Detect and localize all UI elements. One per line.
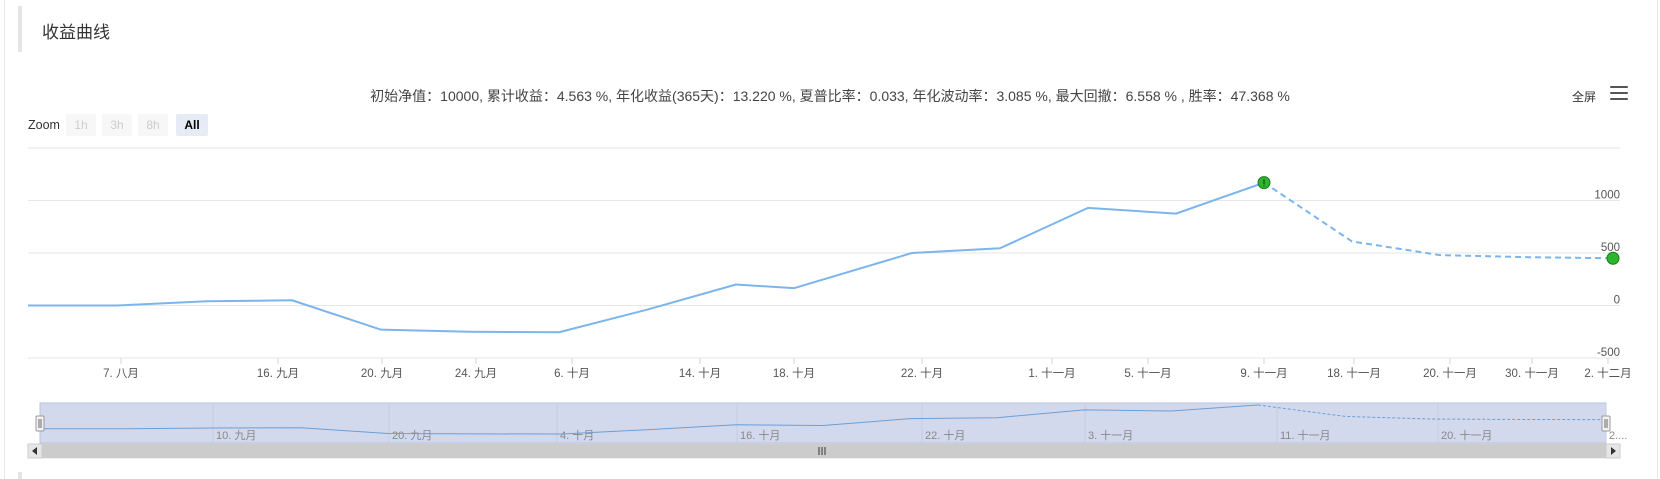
panel-title: 收益曲线 — [42, 23, 110, 42]
y-tick-label: 500 — [1601, 242, 1620, 254]
x-tick-label: 6. 十月 — [554, 366, 590, 380]
marker-label: ! — [1263, 179, 1266, 190]
scrollbar-thumb[interactable] — [42, 444, 1606, 458]
data-marker — [1257, 176, 1271, 190]
navigator-series — [1257, 404, 1607, 421]
x-tick-label: 24. 九月 — [455, 367, 497, 380]
navigator-tick-label: 2.... — [1609, 430, 1627, 442]
navigator-tick-label: 4. 十月 — [560, 428, 594, 442]
panel-header: 收益曲线 — [18, 6, 1652, 52]
series-line-dashed — [1263, 181, 1614, 260]
series-line-solid — [28, 181, 1265, 334]
x-tick-label: 1. 十一月 — [1028, 366, 1075, 380]
y-tick-label: 0 — [1614, 295, 1620, 307]
x-tick-label: 7. 八月 — [103, 368, 139, 380]
x-tick-label: 18. 十月 — [773, 366, 815, 380]
navigator-handle-left[interactable] — [35, 415, 45, 432]
y-tick-label: 1000 — [1594, 190, 1620, 202]
navigator-tick-label: 20. 十一月 — [1441, 428, 1492, 442]
navigator-handle-right[interactable] — [1601, 415, 1611, 432]
hamburger-menu-icon[interactable] — [1610, 86, 1628, 102]
zoom-button-all[interactable]: All — [176, 114, 208, 136]
y-tick-label: -500 — [1597, 347, 1620, 359]
data-marker — [1606, 251, 1620, 265]
x-tick-label: 16. 九月 — [257, 367, 299, 380]
navigator-tick-label: 22. 十月 — [925, 428, 965, 442]
fullscreen-button[interactable]: 全屏 — [1572, 90, 1597, 104]
zoom-button-8h[interactable]: 8h — [138, 114, 168, 136]
navigator-tick-label: 11. 十一月 — [1280, 428, 1331, 442]
x-tick-label: 14. 十月 — [679, 366, 721, 380]
bottom-strip — [18, 472, 22, 479]
x-tick-label: 2. 十二月 — [1584, 366, 1631, 380]
chart-panel — [4, 0, 1658, 479]
x-tick-label: 5. 十一月 — [1124, 366, 1171, 380]
zoom-button-3h[interactable]: 3h — [102, 114, 132, 136]
chevron-left-icon — [32, 447, 37, 455]
zoom-label: Zoom — [28, 118, 60, 132]
navigator-tick-label: 3. 十一月 — [1088, 428, 1133, 442]
navigator-series — [40, 404, 1259, 435]
chart-title-stats: 初始净值：10000, 累计收益：4.563 %, 年化收益(365天)：13.… — [370, 88, 1290, 104]
x-tick-label: 20. 十一月 — [1423, 366, 1477, 380]
x-tick-label: 18. 十一月 — [1327, 366, 1381, 380]
navigator-tick-label: 10. 九月 — [216, 429, 256, 442]
x-tick-label: 30. 十一月 — [1505, 366, 1559, 380]
navigator-tick-label: 16. 十月 — [740, 428, 780, 442]
navigator-mask — [39, 402, 1607, 444]
navigator-tick-label: 20. 九月 — [392, 429, 432, 442]
x-tick-label: 20. 九月 — [361, 367, 403, 380]
x-tick-label: 9. 十一月 — [1240, 366, 1287, 380]
zoom-button-1h[interactable]: 1h — [66, 114, 96, 136]
chevron-right-icon — [1611, 447, 1616, 455]
x-tick-label: 22. 十月 — [901, 366, 943, 380]
